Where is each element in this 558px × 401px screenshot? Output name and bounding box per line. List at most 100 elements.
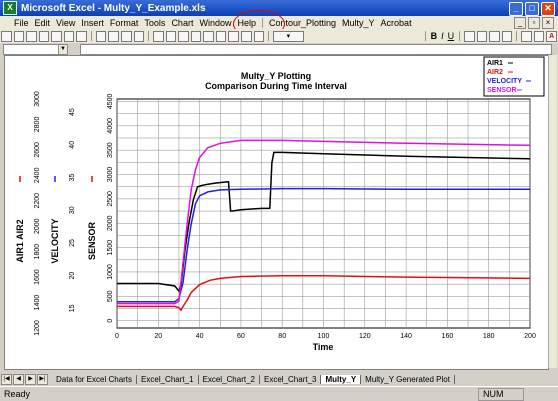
menu-help[interactable]: Help [237,17,256,28]
y-tick-label: 1200 [34,320,41,336]
formula-bar: ▼ [0,43,558,55]
prev-sheet-icon[interactable]: ◀ [13,373,24,385]
print-icon[interactable] [51,30,62,42]
zoom-dropdown[interactable]: ▾ [273,30,304,42]
grid [19,98,531,329]
open-icon[interactable] [13,30,25,42]
series-layer [117,139,531,312]
paste-icon[interactable] [121,30,132,42]
maximize-icon[interactable]: □ [525,2,539,16]
menu-view[interactable]: View [56,17,76,28]
y-tick-label: 15 [69,304,76,312]
fill-color-icon[interactable] [533,30,545,42]
window-title: Microsoft Excel - Multy_Y_Example.xls [21,2,206,14]
legend[interactable]: AIR1 AIR2 VELOCITY SENSOR [483,56,545,97]
tab-excel-chart-3[interactable]: Excel_Chart_3 [260,374,322,384]
menu-insert[interactable]: Insert [81,17,104,28]
borders-icon[interactable] [521,30,532,42]
undo-icon[interactable] [153,30,164,42]
toolbar-separator [90,31,92,41]
chart-wizard-icon[interactable] [228,30,240,42]
drawing-icon[interactable] [241,30,252,42]
menu-chart[interactable]: Chart [171,17,194,28]
spelling-icon[interactable] [76,30,87,42]
new-icon[interactable] [1,30,12,42]
sheet-tabs: |◀ ◀ ▶ ▶| Data for Excel Charts Excel_Ch… [0,373,558,385]
workbook-controls: _ ▫ × [514,17,554,29]
workbook-close-icon[interactable]: × [542,17,554,29]
y-tick-label: 3000 [107,167,114,183]
toolbar-separator [424,31,426,41]
permission-icon[interactable] [38,30,50,42]
status-ready: Ready [4,389,31,399]
menu-multy-y[interactable]: Multy_Y [342,17,375,28]
x-tick-label: 20 [154,333,162,340]
redo-icon[interactable] [165,30,177,42]
italic-button[interactable]: I [441,31,444,41]
tab-excel-chart-1[interactable]: Excel_Chart_1 [137,374,199,384]
menu-tools[interactable]: Tools [144,17,166,28]
y-tick-label: 25 [69,239,76,247]
merge-center-icon[interactable] [501,30,513,42]
bold-button[interactable]: B [430,31,438,41]
align-center-icon[interactable] [476,30,488,42]
save-icon[interactable] [26,30,37,42]
tab-data-for-excel-charts[interactable]: Data for Excel Charts [52,374,138,384]
format-painter-icon[interactable] [133,30,145,42]
y-tick-label: 4000 [107,118,114,134]
y-tick-label: 30 [69,206,76,214]
status-num: NUM [478,388,524,401]
tab-multy-y-generated-plot[interactable]: Multy_Y Generated Plot [361,374,455,384]
vertical-scrollbar[interactable] [548,55,557,368]
y-tick-label: 2500 [107,191,114,207]
formula-input[interactable] [80,44,552,55]
font-color-icon[interactable]: A [546,30,557,42]
cut-icon[interactable] [95,30,107,42]
tab-excel-chart-2[interactable]: Excel_Chart_2 [199,374,260,384]
minimize-icon[interactable]: _ [509,2,523,16]
next-sheet-icon[interactable]: ▶ [25,373,36,385]
y-tick-label: 1500 [107,240,114,256]
x-tick-label: 100 [318,333,330,340]
workbook-minimize-icon[interactable]: _ [514,17,526,29]
menu-separator [261,17,263,28]
chart-area[interactable]: Multy_Y Plotting Comparison During Time … [4,55,549,370]
toolbar-separator [459,31,461,41]
name-box-dropdown-icon[interactable]: ▼ [58,44,68,55]
name-box[interactable] [3,44,60,55]
underline-button[interactable]: U [447,31,455,41]
align-right-icon[interactable] [489,30,500,42]
hyperlink-icon[interactable] [178,30,189,42]
title-bar: X Microsoft Excel - Multy_Y_Example.xls … [0,0,558,16]
y-tick-label: 2000 [34,218,41,234]
autosum-icon[interactable] [190,30,202,42]
print-preview-icon[interactable] [63,30,75,42]
y-axis-label-air: AIR1 AIR2 [15,219,25,262]
y-tick-label: 40 [69,141,76,149]
menu-format[interactable]: Format [109,17,139,28]
menu-contour-plotting[interactable]: Contour_Plotting [268,17,337,28]
y-tick-label: 2600 [34,142,41,158]
sort-descending-icon[interactable] [215,30,227,42]
y-tick-label: 3000 [34,91,41,107]
menu-window[interactable]: Window [199,17,232,28]
menu-edit[interactable]: Edit [34,17,51,28]
y-tick-label: 1400 [34,295,41,311]
workbook-restore-icon[interactable]: ▫ [528,17,540,29]
chart-title: Multy_Y Plotting [241,71,311,81]
last-sheet-icon[interactable]: ▶| [37,373,48,385]
sort-ascending-icon[interactable] [203,30,214,42]
y-tick-label: 20 [69,272,76,280]
legend-label-air1: AIR1 [487,60,503,67]
align-left-icon[interactable] [464,30,475,42]
help-icon[interactable] [253,30,265,42]
menu-file[interactable]: File [14,17,29,28]
legend-label-air2: AIR2 [487,69,503,76]
first-sheet-icon[interactable]: |◀ [1,373,12,385]
menu-acrobat[interactable]: Acrobat [380,17,412,28]
excel-app-icon[interactable]: X [3,1,17,15]
copy-icon[interactable] [108,30,120,42]
close-icon[interactable]: ✕ [541,2,555,16]
toolbar-separator [268,31,270,41]
tab-multy-y[interactable]: Multy_Y [321,374,362,384]
